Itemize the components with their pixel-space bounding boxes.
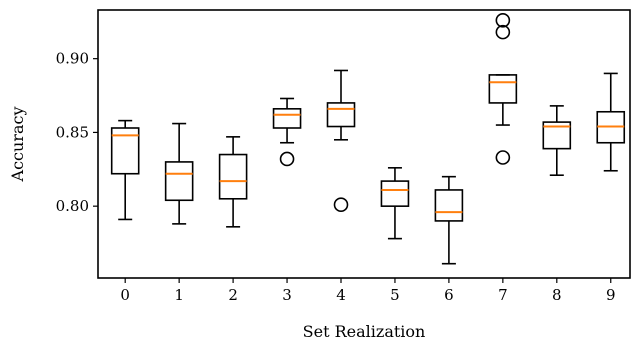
box-iqr [488, 74, 518, 104]
box-group-1 [164, 122, 194, 225]
y-axis-ticks: 0.80 0.85 0.90 [56, 50, 98, 215]
box-group-3 [272, 97, 302, 167]
x-tick-label: 8 [552, 286, 562, 304]
x-tick-label: 9 [606, 286, 616, 304]
box-group-7 [488, 13, 518, 165]
outlier-point [495, 150, 511, 165]
box-iqr [434, 189, 464, 222]
y-tick-label: 0.90 [56, 50, 89, 68]
box-group-4 [326, 69, 356, 212]
box-iqr [380, 180, 410, 207]
x-tick-label: 0 [120, 286, 130, 304]
x-tick-label: 7 [498, 286, 508, 304]
box-group-2 [218, 136, 248, 228]
outlier-point [495, 13, 511, 28]
outlier-point [279, 151, 295, 167]
outlier-point [333, 197, 349, 212]
y-tick-label: 0.85 [56, 123, 89, 141]
box-group-8 [542, 105, 572, 176]
box-iqr [326, 102, 356, 128]
box-group-0 [110, 119, 140, 221]
plot-frame [97, 9, 631, 279]
x-tick-label: 2 [228, 286, 238, 304]
box-iqr [164, 161, 194, 202]
box-iqr [272, 108, 302, 129]
x-tick-label: 4 [336, 286, 346, 304]
x-tick-label: 5 [390, 286, 400, 304]
x-axis-label: Set Realization [303, 322, 426, 341]
x-tick-label: 6 [444, 286, 454, 304]
x-axis-ticks: 0 1 2 3 4 5 6 7 8 9 [120, 278, 616, 304]
box-group-9 [596, 72, 626, 172]
box-group-5 [380, 167, 410, 240]
box-iqr [110, 127, 140, 175]
x-tick-label: 1 [174, 286, 184, 304]
boxes-layer [110, 13, 626, 265]
box-iqr [218, 153, 248, 200]
box-iqr [542, 121, 572, 150]
x-tick-label: 3 [282, 286, 292, 304]
y-tick-label: 0.80 [56, 197, 89, 215]
box-group-6 [434, 175, 464, 265]
outlier-point [495, 24, 511, 40]
y-axis-label: Accuracy [8, 107, 27, 183]
